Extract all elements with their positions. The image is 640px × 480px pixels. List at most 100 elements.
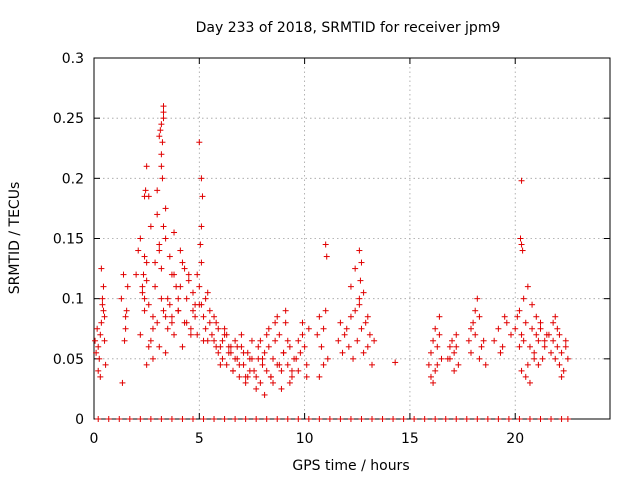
data-point <box>206 307 213 314</box>
data-point <box>364 313 371 320</box>
data-point <box>324 355 331 362</box>
data-point <box>164 295 171 302</box>
data-point <box>305 325 312 332</box>
x-tick-label: 0 <box>90 431 99 447</box>
data-point <box>253 373 260 380</box>
data-point <box>154 187 161 194</box>
data-point <box>453 343 460 350</box>
data-point <box>556 361 563 368</box>
data-point <box>299 331 306 338</box>
data-point <box>465 337 472 344</box>
data-point <box>135 247 142 254</box>
data-point <box>143 163 150 170</box>
data-point <box>453 331 460 338</box>
data-point <box>246 355 253 362</box>
data-point <box>371 337 378 344</box>
data-point <box>159 175 166 182</box>
data-point <box>322 241 329 248</box>
x-tick-label: 10 <box>296 431 314 447</box>
data-point <box>242 373 249 380</box>
data-point <box>257 379 264 386</box>
data-point <box>337 319 344 326</box>
data-point <box>526 416 533 422</box>
data-point <box>168 313 175 320</box>
chart-title: Day 233 of 2018, SRMTID for receiver jpm… <box>196 20 501 36</box>
data-point <box>516 307 523 314</box>
data-point <box>295 416 302 422</box>
data-point <box>272 337 279 344</box>
data-point <box>204 289 211 296</box>
data-point <box>194 331 201 338</box>
data-point <box>526 379 533 386</box>
data-point <box>369 416 376 422</box>
data-point <box>179 343 186 350</box>
data-point <box>99 295 106 302</box>
data-point <box>432 367 439 374</box>
data-point <box>137 416 144 422</box>
data-point <box>360 289 367 296</box>
data-point <box>362 319 369 326</box>
data-point <box>545 331 552 338</box>
data-point <box>516 416 523 422</box>
data-point <box>261 349 268 356</box>
data-point <box>181 265 188 272</box>
data-point <box>518 177 525 184</box>
data-point <box>230 367 237 374</box>
data-point <box>562 343 569 350</box>
data-point <box>518 367 525 374</box>
data-point <box>556 331 563 338</box>
x-tick-label: 5 <box>195 431 204 447</box>
data-point <box>284 416 291 422</box>
y-tick-label: 0.3 <box>62 51 84 67</box>
data-point <box>472 307 479 314</box>
data-point <box>364 343 371 350</box>
data-point <box>482 361 489 368</box>
data-point <box>168 319 175 326</box>
x-tick-label: 15 <box>401 431 419 447</box>
data-point <box>548 349 555 356</box>
data-point <box>97 331 104 338</box>
data-point <box>202 325 209 332</box>
data-points <box>92 103 571 422</box>
data-point <box>354 337 361 344</box>
data-point <box>171 229 178 236</box>
data-point <box>160 223 167 230</box>
data-point <box>160 109 167 116</box>
data-point <box>347 313 354 320</box>
data-point <box>288 367 295 374</box>
data-point <box>392 359 399 366</box>
data-point <box>421 416 428 422</box>
data-point <box>562 337 569 344</box>
y-tick-label: 0.15 <box>53 232 84 248</box>
data-point <box>105 416 112 422</box>
data-point <box>518 241 525 248</box>
data-point <box>263 416 270 422</box>
data-point <box>430 379 437 386</box>
data-point <box>463 416 470 422</box>
data-point <box>100 283 107 290</box>
data-point <box>449 337 456 344</box>
data-point <box>282 319 289 326</box>
data-point <box>238 331 245 338</box>
data-point <box>535 337 542 344</box>
data-point <box>276 361 283 368</box>
data-point <box>524 361 531 368</box>
data-point <box>223 331 230 338</box>
data-point <box>219 355 226 362</box>
data-point <box>126 416 133 422</box>
data-point <box>192 313 199 320</box>
data-point <box>550 319 557 326</box>
data-point <box>347 416 354 422</box>
y-tick-labels: 0 0.05 0.1 0.15 0.2 0.25 0.3 <box>53 51 84 428</box>
data-point <box>139 289 146 296</box>
data-point <box>267 373 274 380</box>
data-point <box>147 416 154 422</box>
data-point <box>213 319 220 326</box>
data-point <box>265 343 272 350</box>
data-point <box>124 283 131 290</box>
x-axis-label: GPS time / hours <box>292 458 409 474</box>
data-point <box>259 361 266 368</box>
data-point <box>558 373 565 380</box>
data-point <box>560 367 567 374</box>
data-point <box>211 337 218 344</box>
